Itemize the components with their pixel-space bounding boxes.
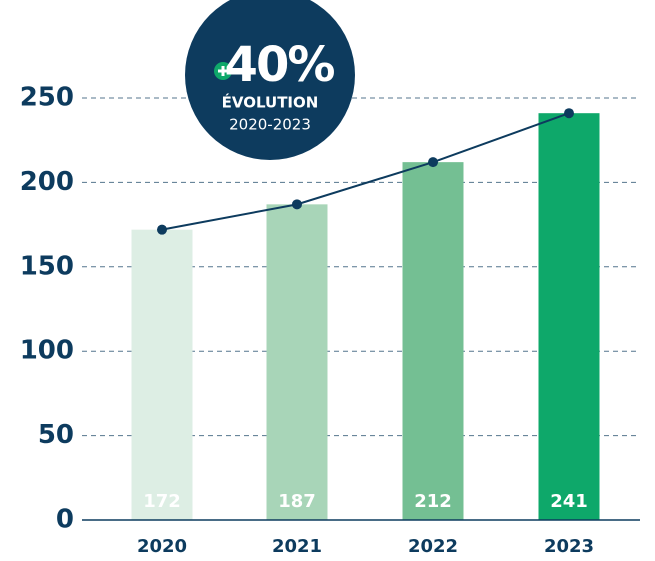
- value-label: 172: [143, 491, 181, 512]
- y-tick-label: 0: [56, 505, 74, 535]
- trend-point: [564, 108, 574, 119]
- y-tick-label: 200: [20, 167, 74, 197]
- trend-line: [161, 112, 570, 231]
- value-label: 212: [414, 491, 452, 512]
- value-label: 187: [278, 491, 316, 512]
- badge-label: ÉVOLUTION: [222, 93, 319, 112]
- trend-point: [292, 199, 302, 210]
- badge-period: 2020-2023: [229, 116, 311, 134]
- x-tick-label: 2023: [544, 536, 594, 557]
- badge: 40% ÉVOLUTION 2020-2023: [185, 0, 355, 160]
- y-tick-label: 50: [38, 420, 74, 450]
- y-tick-label: 150: [20, 251, 74, 281]
- bar: [402, 162, 464, 521]
- bar: [266, 204, 328, 520]
- badge-circle: [185, 0, 355, 160]
- y-tick-label: 100: [20, 336, 74, 366]
- plot: 0 50 100 150 200 250 172 2020 187 2021 212 2022 241 2…: [20, 83, 640, 557]
- x-tick-label: 2022: [408, 536, 458, 557]
- x-tick-label: 2021: [272, 536, 322, 557]
- trend-point: [428, 157, 438, 168]
- plus-sign: [218, 66, 228, 76]
- x-tick-label: 2020: [137, 536, 187, 557]
- trend-point: [157, 224, 167, 235]
- bar: [131, 229, 193, 520]
- value-label: 241: [550, 491, 588, 512]
- y-tick-label: 250: [20, 83, 74, 113]
- bar: [538, 113, 600, 520]
- badge-headline: 40%: [225, 37, 335, 93]
